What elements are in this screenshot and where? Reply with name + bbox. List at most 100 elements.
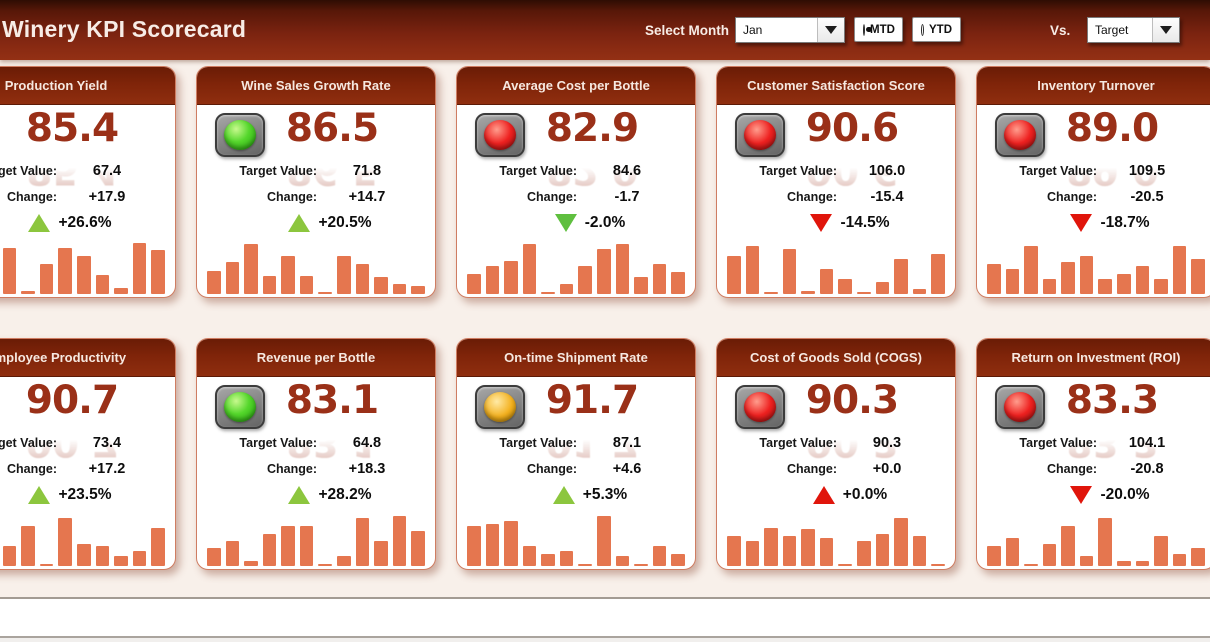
trend-percent: -2.0% (584, 214, 626, 231)
target-value-label: Target Value: (1019, 436, 1097, 450)
target-row: Target Value: 64.8 (197, 435, 435, 451)
change-value: -1.7 (614, 189, 640, 205)
bar (931, 564, 945, 566)
change-value: +4.6 (612, 461, 642, 477)
kpi-card-title: On-time Shipment Rate (504, 350, 648, 365)
change-row: Change: +0.0 (717, 461, 955, 477)
chevron-down-icon (1160, 26, 1172, 34)
change-label: Change: (787, 462, 837, 476)
kpi-value-block: 85.4 85.4 (0, 109, 151, 192)
bar (392, 516, 407, 566)
trend-percent: -20.0% (1100, 486, 1150, 503)
kpi-value: 86.5 (285, 106, 379, 151)
status-light-bulb-icon (744, 120, 776, 150)
radio-selected-icon[interactable] (863, 23, 872, 36)
change-label: Change: (267, 462, 317, 476)
trend-percent: +0.0% (842, 486, 888, 503)
kpi-value-block: 90.7 90.7 (0, 381, 151, 464)
bar (281, 526, 295, 566)
kpi-card-header: On-time Shipment Rate (457, 339, 695, 377)
bar (318, 564, 333, 566)
kpi-card: Cost of Goods Sold (COGS) 90.3 90.3 Targ… (716, 338, 956, 570)
target-value-label: Target Value: (499, 164, 577, 178)
kpi-value: 83.1 (285, 378, 379, 423)
footer-divider-top (0, 597, 1210, 599)
change-row: Change: +17.9 (0, 189, 175, 205)
bar (894, 518, 908, 566)
trend-row: +20.5% (197, 211, 435, 235)
bar (875, 534, 890, 566)
target-value: 67.4 (92, 163, 122, 179)
kpi-card-body: 90.6 90.6 Target Value: 106.0 Change: -1… (717, 105, 955, 297)
kpi-row-bottom: Employee Productivity 90.7 90.7 Target V… (0, 338, 1210, 570)
bar (318, 292, 333, 294)
bar (912, 536, 927, 566)
bar (1061, 526, 1075, 566)
kpi-value: 91.7 (545, 378, 639, 423)
month-dropdown-button[interactable] (817, 18, 844, 42)
kpi-card: Inventory Turnover 89.0 89.0 Target Valu… (976, 66, 1210, 298)
kpi-row-top: Production Yield 85.4 85.4 Target Value:… (0, 66, 1210, 298)
bar (541, 292, 555, 294)
month-dropdown[interactable]: Jan (735, 17, 845, 43)
trend-bar-chart (0, 238, 165, 294)
bar (374, 277, 388, 294)
kpi-card-body: 91.7 91.7 Target Value: 87.1 Change: +4.… (457, 377, 695, 569)
trend-bar-chart (207, 238, 425, 294)
select-month-label: Select Month (645, 23, 730, 38)
kpi-card-header: Wine Sales Growth Rate (197, 67, 435, 105)
kpi-card-header: Revenue per Bottle (197, 339, 435, 377)
mtd-radio[interactable]: MTD (854, 17, 903, 42)
bar (634, 564, 648, 566)
red-status-light-icon (735, 385, 785, 429)
footer-empty-row (0, 599, 1210, 636)
bar (1191, 259, 1205, 294)
bar (1117, 274, 1131, 294)
bar (1098, 279, 1113, 294)
trend-row: -18.7% (977, 211, 1210, 235)
bar (615, 244, 630, 294)
bar (801, 291, 815, 294)
status-light-bulb-icon (484, 120, 516, 150)
bar (485, 524, 500, 566)
bar (1005, 269, 1020, 294)
target-value: 73.4 (92, 435, 122, 451)
green-status-light-icon (215, 385, 265, 429)
kpi-card-body: 82.9 82.9 Target Value: 84.6 Change: -1.… (457, 105, 695, 297)
bar (1098, 518, 1113, 566)
target-value-label: Target Value: (759, 164, 837, 178)
bar (782, 536, 797, 566)
kpi-card: On-time Shipment Rate 91.7 91.7 Target V… (456, 338, 696, 570)
kpi-value-block: 89.0 89.0 (1033, 109, 1191, 192)
bar (764, 528, 778, 566)
change-label: Change: (1047, 462, 1097, 476)
bar (151, 528, 165, 566)
trend-bar-chart (727, 238, 945, 294)
change-row: Change: +18.3 (197, 461, 435, 477)
kpi-value-block: 91.7 91.7 (513, 378, 671, 464)
bar (857, 541, 871, 566)
target-row: Target Value: 73.4 (0, 435, 175, 451)
bar (132, 243, 147, 294)
radio-unselected-icon[interactable] (921, 23, 924, 36)
bar (857, 292, 871, 294)
trend-arrow-up-icon (288, 214, 311, 232)
kpi-card-title: Revenue per Bottle (256, 350, 376, 365)
chevron-down-icon (825, 26, 837, 34)
green-status-light-icon (215, 113, 265, 157)
bar (782, 249, 797, 294)
kpi-value-block: 86.5 86.5 (253, 106, 411, 192)
page-title: Winery KPI Scorecard (2, 16, 247, 42)
vs-label: Vs. (1050, 23, 1071, 38)
change-label: Change: (527, 190, 577, 204)
bar (1154, 536, 1168, 566)
kpi-card: Production Yield 85.4 85.4 Target Value:… (0, 66, 176, 298)
trend-row: +23.5% (0, 483, 175, 507)
ytd-radio[interactable]: YTD (912, 17, 961, 42)
bar (1024, 246, 1038, 294)
change-value: +17.2 (88, 461, 126, 477)
status-light-bulb-icon (744, 392, 776, 422)
vs-dropdown[interactable]: Target (1087, 17, 1180, 43)
vs-dropdown-button[interactable] (1152, 18, 1179, 42)
bar (299, 526, 314, 566)
